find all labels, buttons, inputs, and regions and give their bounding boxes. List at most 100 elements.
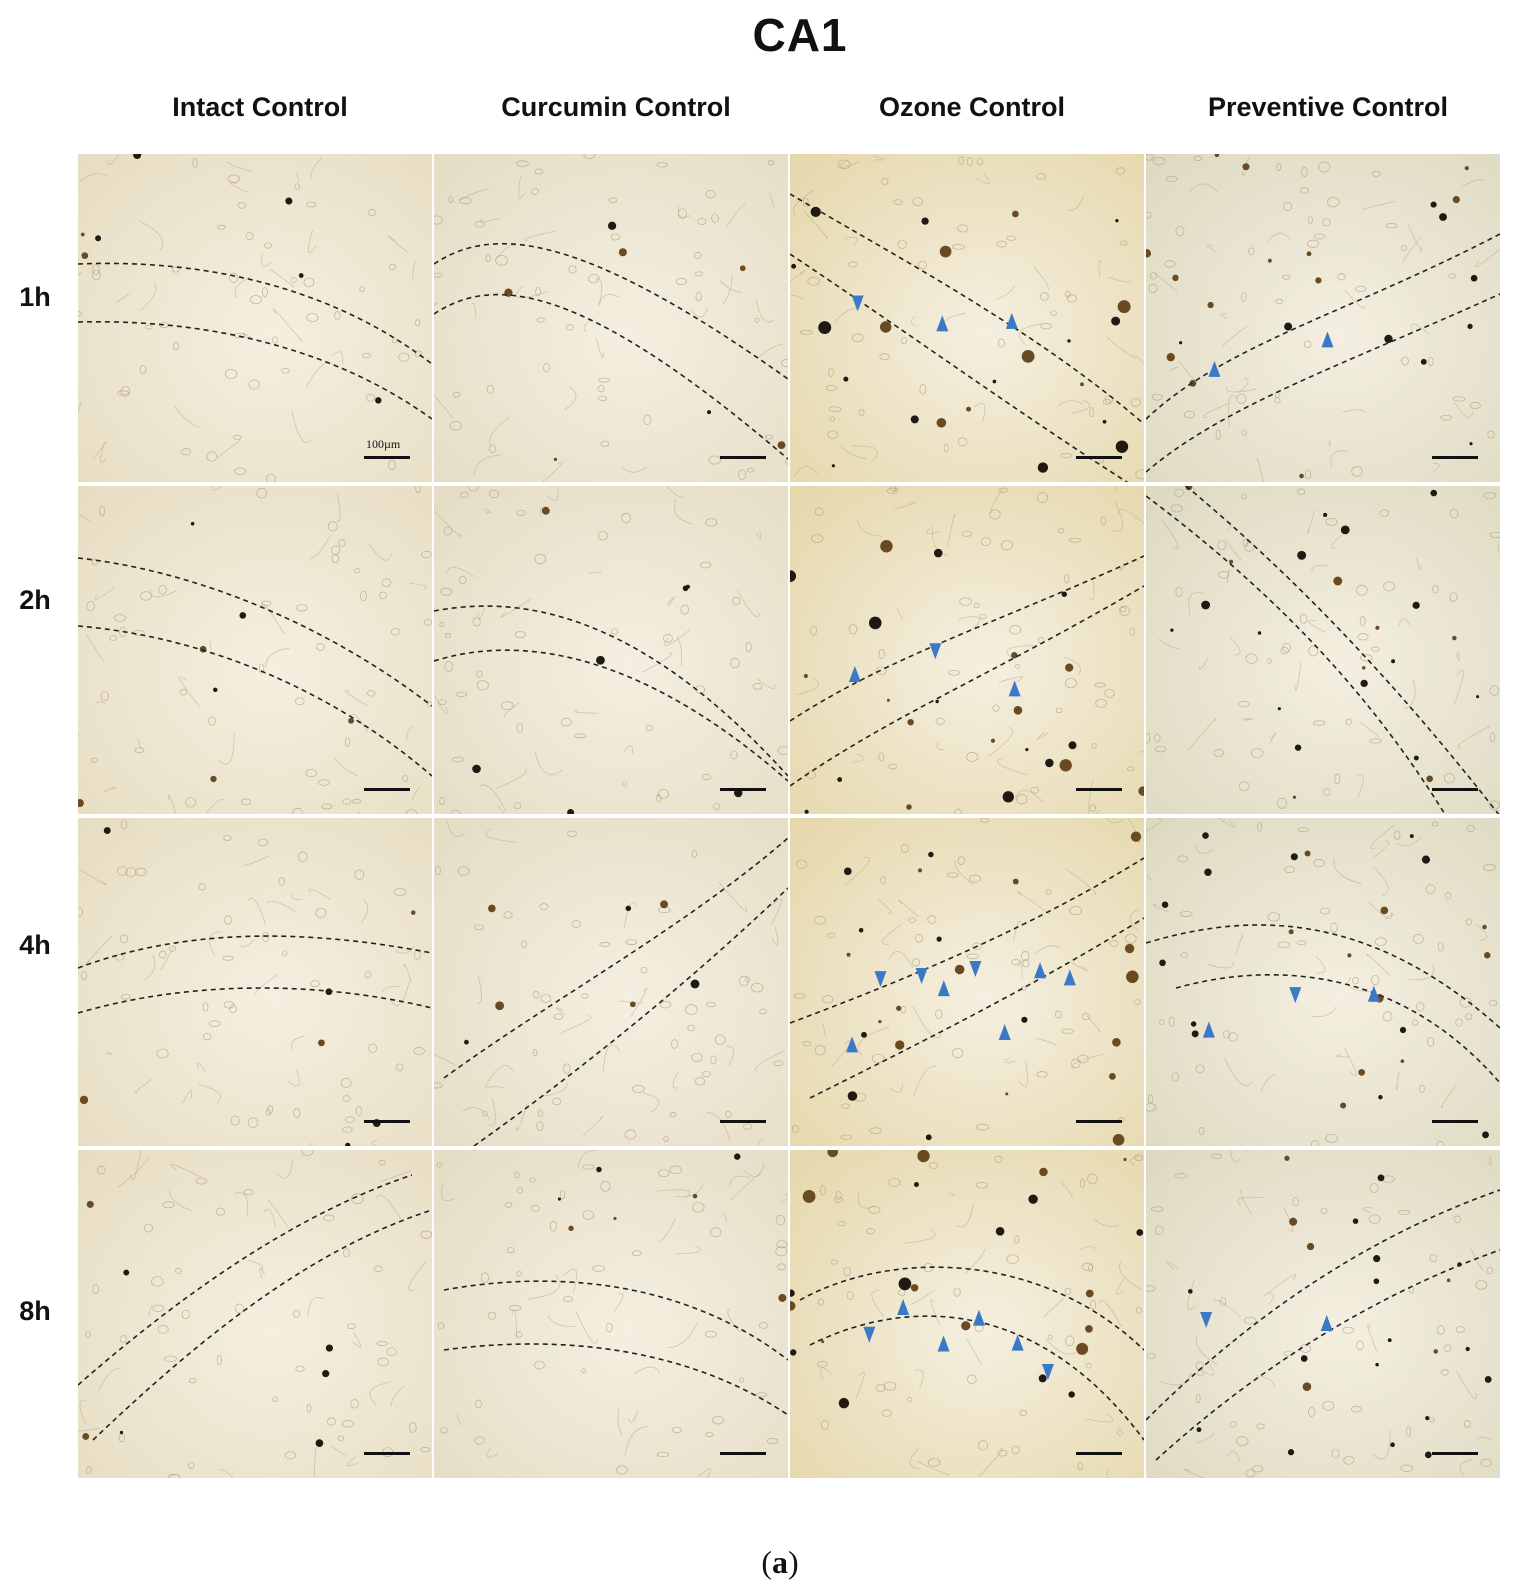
arrowhead-marker <box>1208 360 1221 377</box>
tissue-fiber <box>259 1267 266 1279</box>
stained-particle <box>1469 442 1473 446</box>
pyramidal-layer-boundary <box>434 243 788 380</box>
cell-outline <box>1436 1325 1445 1335</box>
cell-outline <box>1173 488 1185 497</box>
cell-outline <box>1135 469 1144 480</box>
cell-outline <box>468 486 479 492</box>
cell-outline <box>92 269 101 281</box>
tissue-fiber <box>115 293 130 304</box>
cell-outline <box>516 723 524 733</box>
stained-particle <box>1290 853 1298 861</box>
tissue-fiber <box>1146 818 1163 832</box>
stained-particle <box>1085 1325 1093 1333</box>
cell-outline <box>1154 1225 1164 1236</box>
cell-outline <box>368 208 376 217</box>
cell-outline <box>625 939 638 946</box>
tissue-fiber <box>958 616 981 630</box>
cell-outline <box>1125 933 1137 944</box>
micrograph-panel <box>1146 154 1500 482</box>
cell-outline <box>451 756 465 763</box>
pyramidal-layer-boundary <box>1146 233 1500 420</box>
tissue-fiber <box>267 1199 289 1229</box>
cell-outline <box>114 954 125 961</box>
cell-outline <box>434 1082 443 1089</box>
stained-particle <box>1005 1092 1009 1096</box>
cell-outline <box>278 877 285 886</box>
tissue-fiber <box>1396 1071 1400 1091</box>
cell-outline <box>1079 1179 1086 1188</box>
stained-particle <box>1425 1416 1430 1421</box>
stained-particle <box>843 376 849 382</box>
tissue-fiber <box>822 1024 828 1039</box>
stained-particle <box>1068 741 1077 750</box>
tissue-fiber <box>84 935 113 966</box>
tissue-fiber <box>909 1448 919 1470</box>
tissue-fiber <box>1213 1299 1241 1318</box>
cell-outline <box>835 1190 842 1201</box>
cell-outline <box>393 887 407 896</box>
cell-outline <box>1054 1010 1062 1019</box>
cell-outline <box>1429 1254 1438 1262</box>
cell-outline <box>229 1004 237 1014</box>
micrograph-image <box>1146 818 1500 1146</box>
cell-outline <box>262 932 270 943</box>
scale-bar <box>720 788 766 791</box>
cell-outline <box>1266 658 1272 664</box>
tissue-fiber <box>106 1051 113 1055</box>
tissue-fiber <box>160 946 174 971</box>
cell-outline <box>1228 1032 1238 1042</box>
cell-outline <box>875 1383 886 1392</box>
cell-outline <box>294 697 305 706</box>
cell-outline <box>1322 1400 1335 1411</box>
tissue-fiber <box>1453 669 1464 705</box>
cell-outline <box>669 1112 677 1118</box>
stained-particle <box>861 1031 867 1038</box>
tissue-fiber <box>1006 645 1038 658</box>
cell-outline <box>1148 1094 1154 1104</box>
arrowhead-marker <box>1321 331 1334 348</box>
tissue-fiber <box>1407 224 1423 252</box>
stained-particle <box>739 265 746 272</box>
stained-particle <box>1013 705 1023 715</box>
cell-outline <box>1489 732 1496 743</box>
cell-outline <box>1486 1266 1494 1275</box>
tissue-fiber <box>206 798 225 814</box>
tissue-fiber <box>1372 865 1389 897</box>
cell-outline <box>871 1053 885 1063</box>
cell-outline <box>92 1284 99 1295</box>
stained-particle <box>878 1019 882 1024</box>
cell-outline <box>1276 163 1282 171</box>
cell-outline <box>1146 733 1151 744</box>
tissue-background <box>78 1150 432 1478</box>
stained-particle <box>928 851 934 858</box>
tissue-fiber <box>872 155 885 161</box>
stained-particle <box>325 1344 333 1352</box>
tissue-fiber <box>563 1268 578 1294</box>
cell-outline <box>656 162 668 168</box>
cell-outline <box>334 311 341 320</box>
tissue-fiber <box>434 302 438 307</box>
stained-particle <box>1214 154 1220 158</box>
scale-bar <box>1076 788 1122 791</box>
cell-outline <box>78 311 83 317</box>
cell-outline <box>223 915 232 925</box>
tissue-fiber <box>659 1217 676 1242</box>
cell-outline <box>1019 1409 1027 1417</box>
tissue-fiber <box>771 926 779 946</box>
tissue-fiber <box>1462 179 1486 187</box>
tissue-fiber <box>769 192 774 207</box>
stained-particle <box>567 808 575 814</box>
cell-outline <box>704 1330 717 1338</box>
tissue-fiber <box>1440 1083 1457 1109</box>
tissue-fiber <box>1498 545 1500 554</box>
cell-outline <box>701 1070 711 1078</box>
cell-outline <box>973 602 980 609</box>
stained-particle <box>1430 489 1438 497</box>
stained-particle <box>210 775 217 783</box>
cell-outline <box>796 859 807 869</box>
cell-outline <box>1449 508 1459 519</box>
tissue-fiber <box>1470 1248 1485 1272</box>
cell-outline <box>437 1322 445 1330</box>
stained-particle <box>1467 323 1473 330</box>
cell-outline <box>701 774 712 780</box>
